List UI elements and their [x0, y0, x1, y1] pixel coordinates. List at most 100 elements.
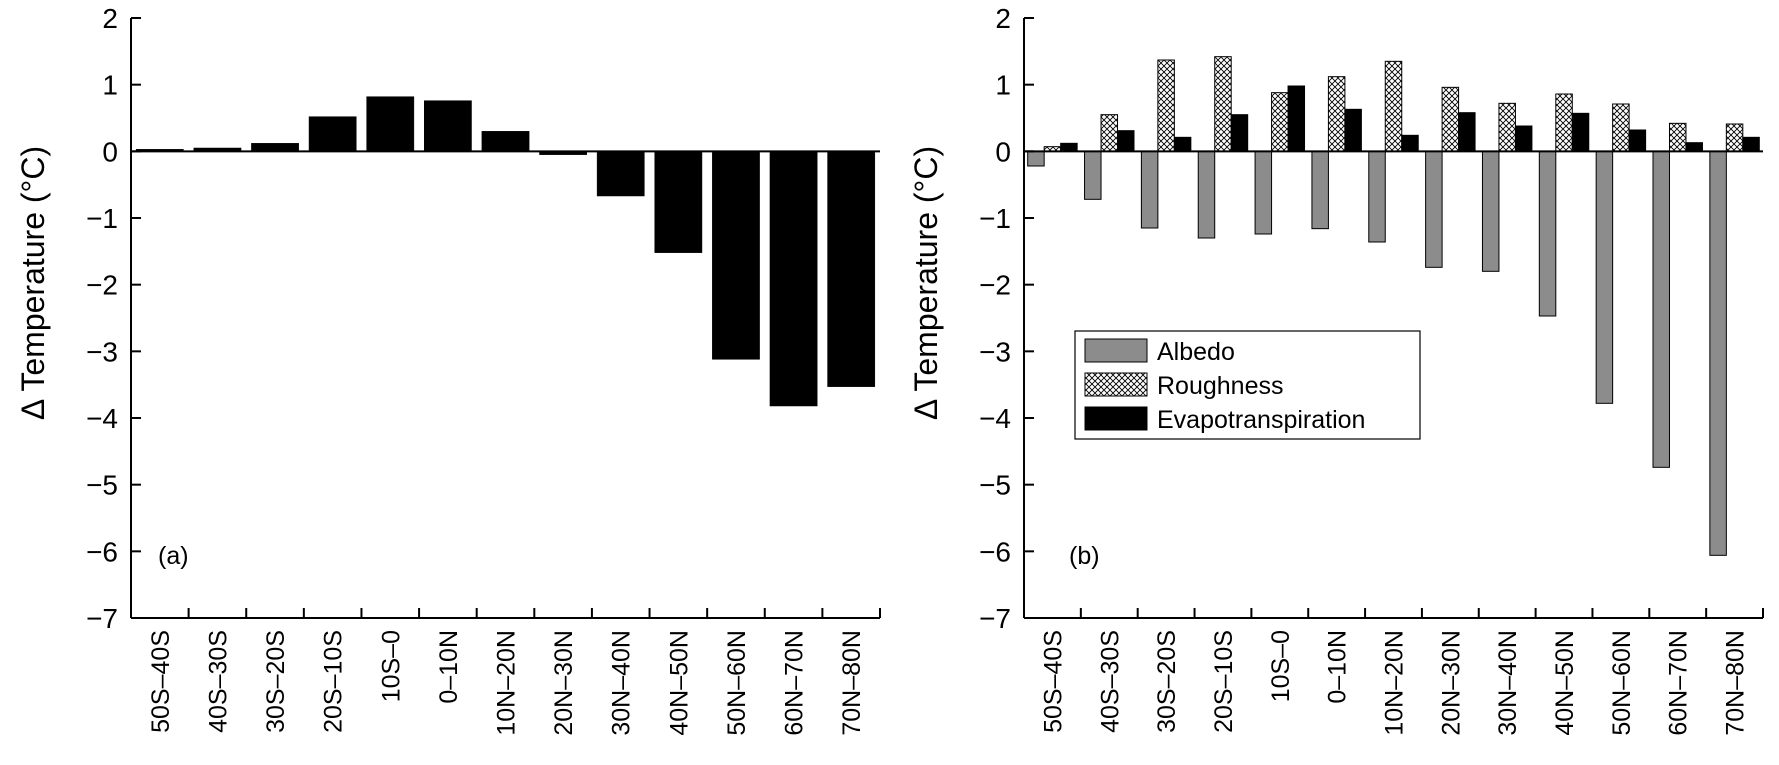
panel-a-y-tick-label: −3: [86, 336, 118, 367]
panel-b-bar-albedo-10: [1595, 150, 1614, 404]
panel-b-bar-albedo-0: [1027, 150, 1045, 167]
panel-a-bar-series-6: [481, 131, 530, 152]
panel-b-x-tick-label: 0–10N: [1324, 630, 1352, 704]
panel-b-x-tick-label: 30S–20S: [1153, 630, 1181, 733]
panel-a-y-tick-label: 0: [102, 136, 118, 167]
panel-b-bar-evapotranspiration-6: [1401, 134, 1419, 152]
panel-b-label: (b): [1069, 542, 1100, 570]
panel-a-y-axis-title: Δ Temperature (°C): [15, 146, 51, 420]
panel-a-x-tick-label: 0–10N: [435, 630, 463, 704]
panel-a-chart: 2 1 0 −1 −2 −3 −4 −5 −6 −7 50S–40S 40S–30S 30S–20S 20…: [15, 3, 881, 736]
panel-b-bar-evapotranspiration-12: [1742, 136, 1760, 152]
panel-b-bar-albedo-6: [1368, 150, 1386, 243]
panel-a-bar-series-9: [654, 151, 703, 253]
panel-b-x-tick-label: 70N–80N: [1722, 630, 1750, 736]
panel-a-x-tick-label: 20S–10S: [320, 630, 348, 733]
panel-a-x-tick-label: 40S–30S: [204, 630, 232, 733]
panel-b-bar-roughness-6: [1384, 60, 1403, 152]
panel-b-y-axis-title: Δ Temperature (°C): [908, 146, 944, 420]
panel-b-bar-evapotranspiration-4: [1287, 85, 1306, 152]
panel-b-x-tick-label: 30N–40N: [1494, 630, 1522, 736]
panel-b-bar-evapotranspiration-1: [1117, 130, 1135, 152]
panel-b-bar-evapotranspiration-2: [1173, 136, 1192, 152]
panel-a-y-tick-label: −5: [86, 470, 118, 501]
panel-b-x-tick-label: 20S–10S: [1210, 630, 1238, 733]
panel-a-y-tick-label: −6: [86, 536, 118, 567]
panel-b-bar-roughness-11: [1668, 122, 1687, 152]
panel-a-y-tick-label: 2: [102, 3, 118, 34]
panel-a-y-tick-label: −4: [86, 403, 118, 434]
panel-a-bar-series-3: [308, 116, 357, 152]
panel-b-bar-albedo-5: [1311, 150, 1329, 230]
legend-swatch-roughness: [1084, 372, 1148, 397]
panel-b-bar-albedo-8: [1481, 150, 1500, 272]
panel-b-bar-evapotranspiration-8: [1514, 125, 1533, 152]
panel-a-x-tick-label: 10S–0: [377, 630, 405, 702]
panel-a-axes: 2 1 0 −1 −2 −3 −4 −5 −6 −7 50S–40S 40S–30S 30S–20S 20…: [86, 3, 881, 736]
panel-b-x-tick-label: 40S–30S: [1096, 630, 1124, 733]
panel-a-bar-series-8: [596, 151, 645, 197]
panel-b-x-tick-label: 50N–60N: [1608, 630, 1636, 736]
legend-label-albedo: Albedo: [1157, 338, 1235, 366]
panel-a-x-tick-label: 30S–20S: [262, 630, 290, 733]
panel-a-x-tick-label: 50N–60N: [723, 630, 751, 736]
panel-b-y-tick-label: −4: [979, 403, 1011, 434]
panel-b-bar-roughness-7: [1441, 86, 1460, 152]
panel-b-bar-albedo-4: [1254, 150, 1273, 235]
panel-b-y-tick-label: 2: [995, 3, 1011, 34]
panel-b-bar-evapotranspiration-7: [1458, 112, 1476, 152]
panel-a-bar-series-10: [712, 151, 760, 360]
panel-b-bar-roughness-10: [1612, 103, 1630, 152]
panel-a-x-tick-label: 10N–20N: [493, 630, 521, 736]
panel-b-bar-roughness-5: [1327, 76, 1346, 152]
panel-b-bar-evapotranspiration-9: [1571, 112, 1590, 152]
panel-a-y-tick-label: −2: [86, 270, 118, 301]
panel-b-bar-roughness-3: [1214, 56, 1232, 152]
panel-b-chart: 2 1 0 −1 −2 −3 −4 −5 −6 −7 50S–40S 40S–30S 30S–20S 20…: [908, 3, 1764, 736]
panel-b-x-tick-label: 10N–20N: [1381, 630, 1409, 736]
panel-a-bar-series-5: [424, 100, 472, 152]
panel-b-bars: [1027, 56, 1760, 556]
panel-b-bar-roughness-1: [1100, 114, 1119, 152]
panel-b-x-tick-label: 10S–0: [1267, 630, 1295, 702]
panel-b-bar-evapotranspiration-10: [1628, 129, 1647, 152]
panel-b-bar-albedo-1: [1084, 150, 1102, 200]
panel-b-bar-roughness-9: [1555, 93, 1573, 152]
panel-a-x-tick-label: 60N–70N: [781, 630, 809, 736]
panel-b-axes: 2 1 0 −1 −2 −3 −4 −5 −6 −7 50S–40S 40S–30S 30S–20S 20…: [979, 3, 1764, 736]
panel-b-x-tick-label: 20N–30N: [1437, 630, 1465, 736]
panel-b-bar-albedo-7: [1425, 150, 1443, 268]
panel-b-bar-evapotranspiration-11: [1685, 142, 1703, 152]
panel-a-bar-series-11: [769, 151, 818, 407]
panel-a-y-tick-label: 1: [102, 70, 118, 101]
panel-b-y-tick-label: −2: [979, 270, 1011, 301]
legend-swatch-evapotranspiration: [1084, 406, 1148, 431]
panel-b-x-tick-label: 50S–40S: [1039, 630, 1067, 733]
panel-b-y-tick-label: −1: [979, 203, 1011, 234]
panel-b-y-tick-label: −5: [979, 470, 1011, 501]
panel-a-y-tick-label: −7: [86, 603, 118, 634]
panel-b-bar-roughness-2: [1157, 59, 1175, 152]
panel-a-x-tick-label: 20N–30N: [550, 630, 578, 736]
panel-b-y-tick-label: −7: [979, 603, 1011, 634]
panel-b-bar-albedo-9: [1538, 150, 1557, 317]
panel-a-bar-series-2: [251, 143, 299, 152]
panel-b-bar-albedo-12: [1709, 150, 1727, 556]
panel-b-bar-evapotranspiration-0: [1060, 142, 1078, 152]
panel-b-legend: Albedo Roughness Evapotranspiration: [1074, 330, 1421, 440]
panel-b-x-tick-label: 40N–50N: [1551, 630, 1579, 736]
panel-a-label: (a): [158, 542, 189, 570]
panel-a-x-tick-label: 70N–80N: [838, 630, 866, 736]
panel-b-bar-roughness-4: [1271, 92, 1289, 152]
panel-a-y-tick-label: −1: [86, 203, 118, 234]
panel-b-bar-albedo-2: [1140, 150, 1159, 229]
panel-b-bar-albedo-3: [1197, 150, 1216, 239]
legend-swatch-albedo: [1084, 338, 1148, 363]
panel-b-bar-albedo-11: [1652, 150, 1670, 468]
panel-b-bar-evapotranspiration-3: [1230, 114, 1249, 152]
legend-label-roughness: Roughness: [1157, 372, 1283, 400]
panel-b-y-tick-label: 1: [995, 70, 1011, 101]
panel-b-y-tick-label: 0: [995, 136, 1011, 167]
panel-b-bar-evapotranspiration-5: [1344, 108, 1362, 152]
